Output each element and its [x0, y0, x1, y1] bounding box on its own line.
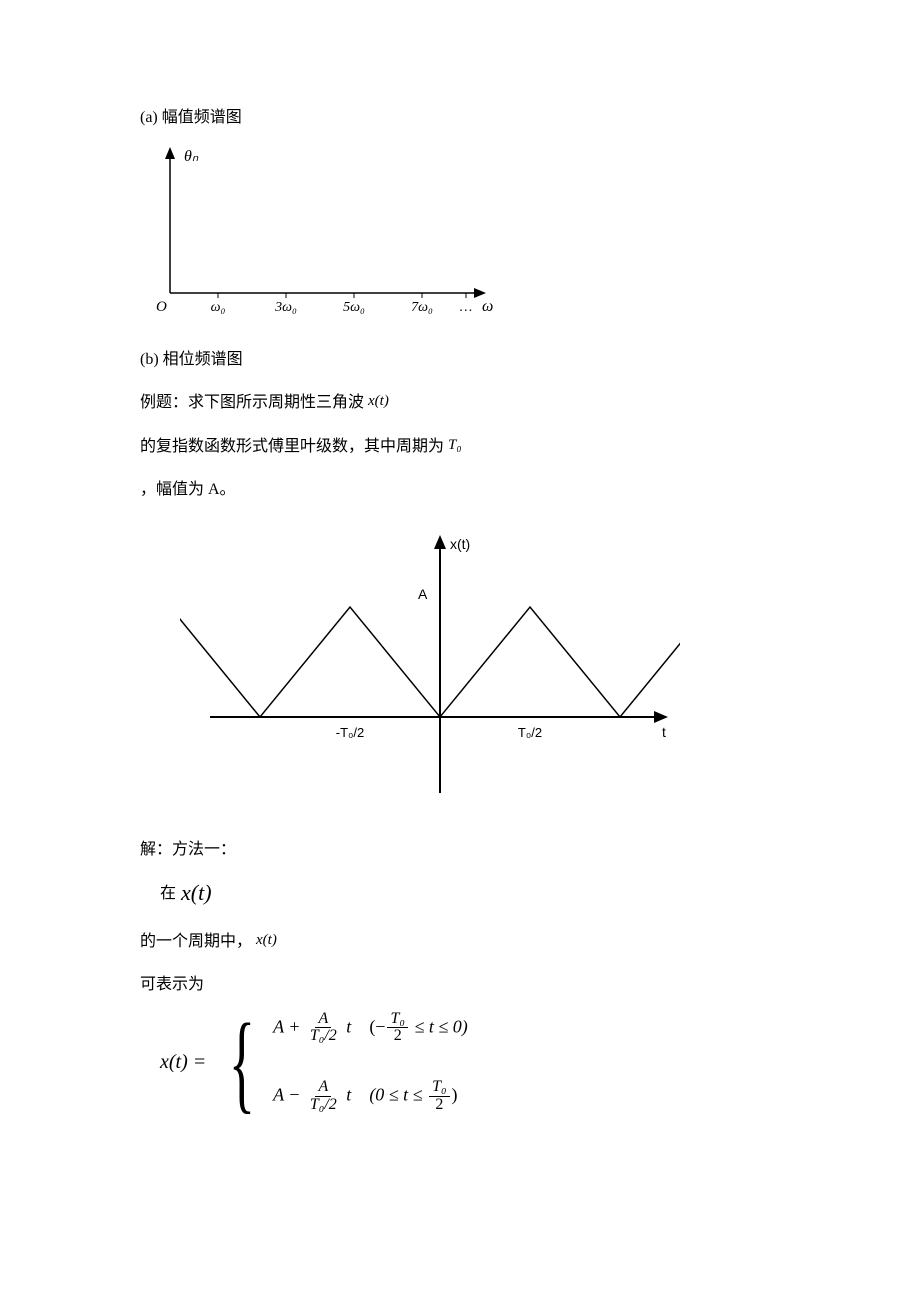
c1-p0: A +: [273, 1016, 300, 1036]
c1-num: A: [315, 1011, 331, 1029]
c2c-num: T₀: [429, 1079, 449, 1097]
c2-den: T₀/2: [307, 1097, 340, 1114]
in-word: 在: [160, 885, 176, 902]
period-phrase-line: 的一个周期中， x(t): [140, 924, 780, 959]
case1-cond: (− T₀ 2 ≤ t ≤ 0): [369, 1011, 467, 1046]
svg-text:-T₀/2: -T₀/2: [336, 725, 365, 740]
in-xt-line: 在 x(t): [160, 879, 780, 906]
c1c-3: ≤ t ≤ 0): [414, 1016, 467, 1036]
svg-text:…: …: [460, 300, 472, 315]
c2c-den: 2: [432, 1097, 446, 1114]
svg-text:3ω₀: 3ω₀: [274, 300, 297, 315]
c1c-num: T₀: [387, 1011, 407, 1029]
inline-xt-1: x(t): [368, 393, 389, 409]
inline-xt-3: x(t): [256, 932, 277, 948]
c1c-den: 2: [391, 1028, 405, 1045]
example-intro-2-text: 的复指数函数形式傅里叶级数，其中周期为: [140, 438, 444, 455]
case1-expr: A + A T₀/2 t: [273, 1011, 351, 1046]
c2-frac: A T₀/2: [307, 1079, 340, 1114]
case-2: A − A T₀/2 t (0 ≤ t ≤ T₀ 2 ): [273, 1079, 468, 1114]
c2-num: A: [315, 1079, 331, 1097]
express-as-line: 可表示为: [140, 967, 780, 1002]
case-1: A + A T₀/2 t (− T₀ 2 ≤ t ≤ 0): [273, 1011, 468, 1046]
piecewise-cases: A + A T₀/2 t (− T₀ 2 ≤ t ≤ 0) A − A: [273, 1011, 468, 1114]
piecewise-definition: x(t) = { A + A T₀/2 t (− T₀ 2 ≤ t ≤ 0): [160, 1011, 780, 1114]
c1-frac: A T₀/2: [307, 1011, 340, 1046]
c2-p0: A −: [273, 1085, 300, 1105]
c1-den: T₀/2: [307, 1028, 340, 1045]
triangle-wave-chart: x(t) t A -T₀/2 T₀/2: [180, 527, 780, 812]
piecewise-lhs: x(t) =: [160, 1051, 214, 1074]
example-line-1: 例题：求下图所示周期性三角波 x(t): [140, 385, 780, 420]
c1-t: t: [346, 1016, 351, 1036]
svg-text:ω₀: ω₀: [211, 300, 226, 315]
c2c-0: (0 ≤ t ≤: [369, 1085, 422, 1105]
svg-text:ω: ω: [482, 298, 493, 315]
left-brace: {: [229, 1024, 258, 1101]
svg-text:O: O: [156, 299, 167, 315]
svg-text:x(t): x(t): [450, 536, 470, 552]
example-intro-1-text: 例题：求下图所示周期性三角波: [140, 394, 364, 411]
caption-a: (a) 幅值频谱图: [140, 100, 780, 135]
c2c-frac: T₀ 2: [429, 1079, 449, 1114]
c1c-0: (−: [369, 1016, 385, 1036]
caption-b: (b) 相位频谱图: [140, 342, 780, 377]
svg-text:5ω₀: 5ω₀: [343, 300, 365, 315]
c1c-frac: T₀ 2: [387, 1011, 407, 1046]
svg-text:A: A: [418, 586, 428, 602]
example-line-2: 的复指数函数形式傅里叶级数，其中周期为 T₀: [140, 429, 780, 464]
inline-T0: T₀: [448, 437, 462, 453]
phase-spectrum-chart: θₙ ω Oω₀ 3ω₀ 5ω₀ 7ω₀ …: [150, 143, 780, 336]
case2-expr: A − A T₀/2 t: [273, 1079, 351, 1114]
svg-text:7ω₀: 7ω₀: [411, 300, 433, 315]
svg-text:t: t: [662, 724, 666, 740]
inline-xt-2: x(t): [181, 880, 212, 905]
case2-cond: (0 ≤ t ≤ T₀ 2 ): [369, 1079, 457, 1114]
period-phrase-text: 的一个周期中，: [140, 933, 252, 950]
c2c-3: ): [452, 1085, 458, 1105]
svg-text:T₀/2: T₀/2: [518, 725, 542, 740]
example-line-3: ，幅值为 A。: [140, 472, 780, 507]
svg-text:θₙ: θₙ: [184, 148, 199, 165]
c2-t: t: [346, 1085, 351, 1105]
solution-heading: 解：方法一：: [140, 832, 780, 867]
